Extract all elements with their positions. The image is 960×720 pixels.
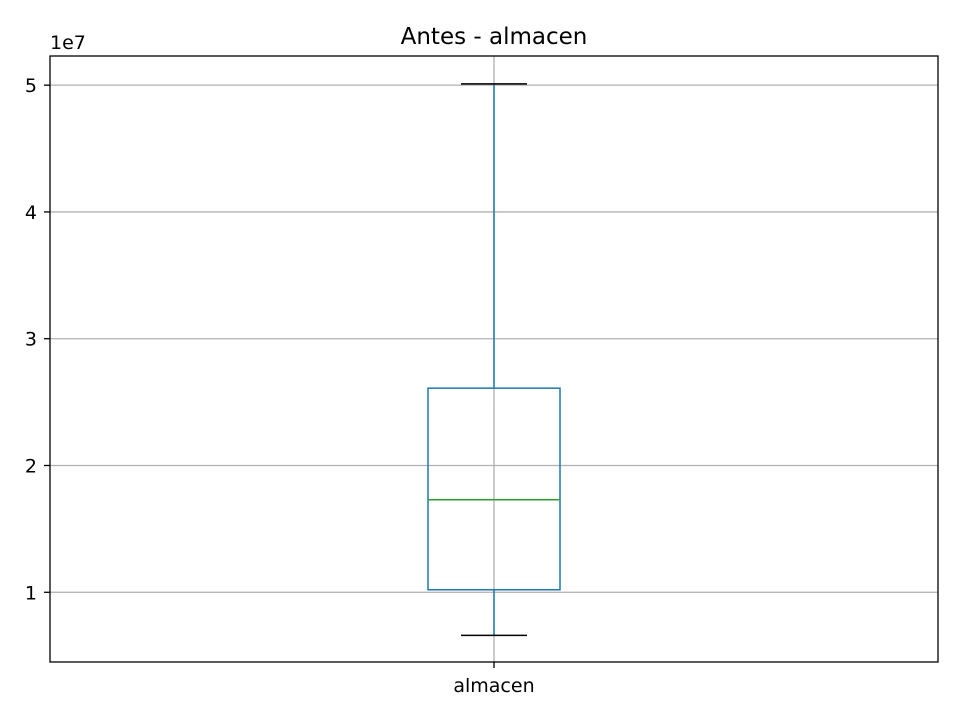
box-iqr: [427, 387, 561, 591]
y-tick-label: 3: [25, 329, 37, 351]
box-series: [427, 83, 561, 637]
chart-title: Antes - almacen: [401, 24, 588, 50]
y-tick-label: 1: [25, 582, 37, 604]
y-tick-label: 4: [25, 202, 37, 224]
y-tick-label: 5: [25, 75, 37, 97]
x-tick-label: almacen: [453, 675, 534, 697]
axis-ticks: 1 2 3 4 5 almacen: [25, 75, 535, 697]
y-axis-offset-label: 1e7: [50, 32, 86, 54]
y-tick-label: 2: [25, 455, 37, 477]
